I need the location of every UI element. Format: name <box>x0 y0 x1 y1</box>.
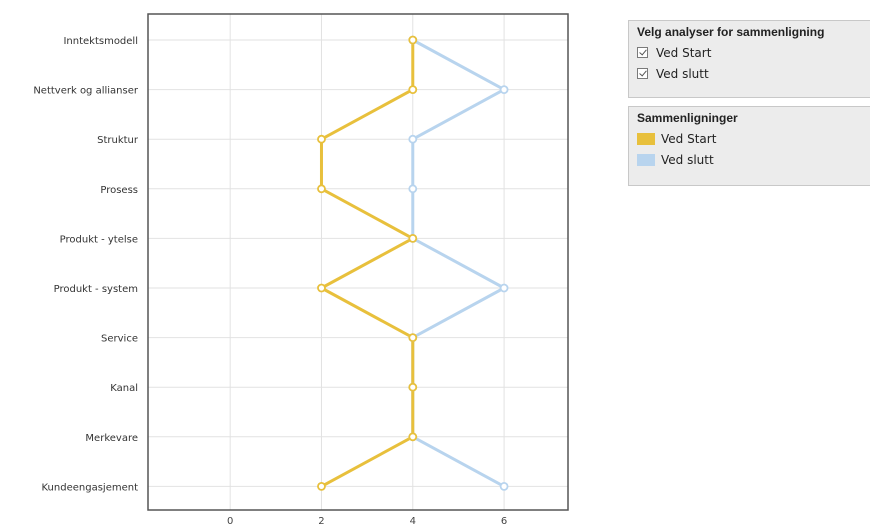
data-point <box>408 382 418 392</box>
category-label: Produkt - system <box>54 284 138 295</box>
plot-frame <box>147 13 569 511</box>
category-label: Struktur <box>97 135 139 146</box>
analysis-select-title: Velg analyser for sammenligning <box>637 25 825 39</box>
comparison-legend-panel: Sammenligninger Ved Start Ved slutt <box>628 106 870 186</box>
x-tick-label: 0 <box>227 516 233 525</box>
data-point <box>408 184 418 194</box>
legend-swatch-ved-start <box>637 132 655 145</box>
legend-label: Ved Start <box>661 131 717 146</box>
select-item-label: Ved slutt <box>656 66 709 81</box>
data-point <box>317 184 326 194</box>
x-tick-label: 2 <box>318 516 324 525</box>
series-line-1 <box>411 38 506 488</box>
category-label: Service <box>101 334 138 345</box>
legend-item-ved-slutt: Ved slutt <box>637 149 864 170</box>
data-point <box>408 85 418 94</box>
data-point <box>408 432 418 442</box>
select-item-ved-start[interactable]: Ved Start <box>637 42 864 63</box>
select-item-ved-slutt[interactable]: Ved slutt <box>637 63 864 84</box>
legend-label: Ved slutt <box>661 152 714 167</box>
grid <box>148 14 568 510</box>
data-point <box>408 233 418 243</box>
category-label: Merkevare <box>85 433 138 444</box>
category-label: Kundeengasjement <box>42 482 139 493</box>
series <box>317 35 509 491</box>
data-point <box>408 333 418 343</box>
data-point <box>499 283 509 293</box>
data-point <box>317 481 326 491</box>
data-point <box>408 35 418 45</box>
chart: Inntektsmodell Nettverk og allianser Struk… <box>33 13 569 525</box>
category-labels: Inntektsmodell Nettverk og allianser Struk… <box>33 36 139 493</box>
category-label: Produkt - ytelse <box>60 234 138 245</box>
select-item-label: Ved Start <box>656 45 712 60</box>
series-line-0 <box>319 38 415 488</box>
category-label: Inntektsmodell <box>63 36 138 47</box>
comparison-legend-title: Sammenligninger <box>637 111 738 125</box>
checkbox-ved-start[interactable] <box>637 47 648 58</box>
category-label: Nettverk og allianser <box>33 86 139 97</box>
data-point <box>499 85 509 94</box>
checkbox-ved-slutt[interactable] <box>637 68 648 79</box>
x-tick-labels: 0 2 4 6 <box>227 516 507 525</box>
legend-swatch-ved-slutt <box>637 153 655 166</box>
category-label: Kanal <box>110 383 138 394</box>
analysis-select-panel: Velg analyser for sammenligning Ved Star… <box>628 20 870 98</box>
category-label: Prosess <box>100 185 138 196</box>
data-point <box>317 134 326 144</box>
x-tick-label: 6 <box>501 516 507 525</box>
data-point <box>408 134 418 144</box>
legend-item-ved-start: Ved Start <box>637 128 864 149</box>
data-point <box>499 481 509 491</box>
x-tick-label: 4 <box>410 516 416 525</box>
data-point <box>317 283 326 293</box>
